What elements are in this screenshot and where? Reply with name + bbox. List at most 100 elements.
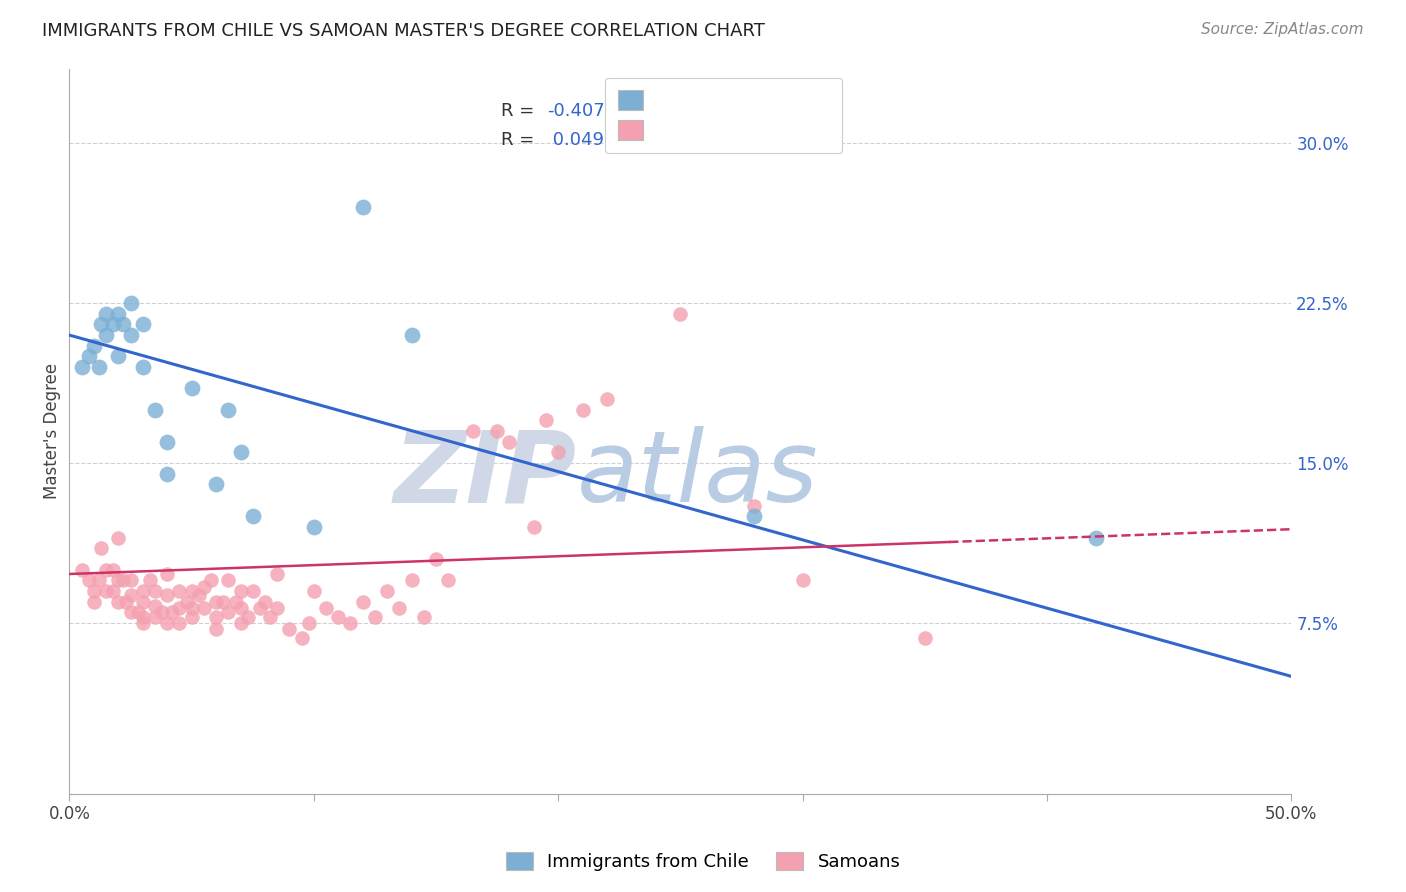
Point — [315, 601, 337, 615]
Point — [94, 307, 117, 321]
Point — [107, 307, 129, 321]
Point — [169, 584, 191, 599]
Point — [132, 609, 155, 624]
Point — [236, 609, 259, 624]
Point — [132, 360, 155, 375]
Point — [266, 566, 288, 581]
Point — [156, 615, 179, 630]
Point — [169, 615, 191, 630]
Point — [156, 588, 179, 602]
Point — [150, 606, 173, 620]
Point — [107, 574, 129, 588]
Point — [94, 563, 117, 577]
Point — [107, 531, 129, 545]
Point — [425, 552, 447, 566]
Text: Source: ZipAtlas.com: Source: ZipAtlas.com — [1201, 22, 1364, 37]
Point — [259, 609, 281, 624]
Point — [742, 499, 765, 513]
Legend: Immigrants from Chile, Samoans: Immigrants from Chile, Samoans — [498, 845, 908, 879]
Point — [461, 424, 484, 438]
Point — [205, 595, 228, 609]
Point — [229, 601, 252, 615]
Point — [180, 584, 202, 599]
Text: R =: R = — [501, 102, 540, 120]
Point — [143, 609, 166, 624]
Point — [127, 606, 149, 620]
Text: -0.407: -0.407 — [547, 102, 605, 120]
Point — [534, 413, 557, 427]
Point — [132, 615, 155, 630]
Point — [278, 623, 301, 637]
Point — [523, 520, 546, 534]
Point — [205, 623, 228, 637]
Point — [193, 601, 215, 615]
Text: N =: N = — [613, 130, 665, 149]
Point — [437, 574, 460, 588]
Point — [253, 595, 276, 609]
Point — [180, 381, 202, 395]
Point — [401, 574, 423, 588]
Point — [229, 584, 252, 599]
Point — [401, 328, 423, 343]
Point — [114, 595, 136, 609]
Text: atlas: atlas — [576, 426, 818, 523]
Point — [107, 595, 129, 609]
Point — [90, 541, 112, 556]
Point — [249, 601, 271, 615]
Point — [375, 584, 398, 599]
Point — [914, 631, 936, 645]
Point — [225, 595, 247, 609]
Text: N =: N = — [613, 102, 665, 120]
Legend:                               ,                               : , — [605, 78, 842, 153]
Point — [156, 434, 179, 449]
Point — [90, 318, 112, 332]
Point — [180, 609, 202, 624]
Point — [70, 360, 93, 375]
Point — [217, 402, 239, 417]
Point — [94, 584, 117, 599]
Point — [302, 520, 325, 534]
Point — [160, 606, 183, 620]
Point — [156, 566, 179, 581]
Point — [112, 318, 135, 332]
Point — [242, 509, 264, 524]
Point — [143, 599, 166, 613]
Point — [302, 584, 325, 599]
Point — [298, 615, 321, 630]
Point — [70, 563, 93, 577]
Point — [120, 296, 142, 310]
Point — [742, 509, 765, 524]
Point — [169, 601, 191, 615]
Point — [229, 445, 252, 459]
Point — [87, 574, 110, 588]
Point — [498, 434, 520, 449]
Point — [1084, 531, 1107, 545]
Point — [107, 350, 129, 364]
Point — [83, 584, 105, 599]
Point — [596, 392, 619, 406]
Point — [242, 584, 264, 599]
Point — [103, 563, 125, 577]
Point — [103, 318, 125, 332]
Point — [112, 574, 135, 588]
Point — [180, 601, 202, 615]
Point — [205, 609, 228, 624]
Point — [120, 574, 142, 588]
Point — [77, 574, 100, 588]
Point — [120, 606, 142, 620]
Text: 28: 28 — [665, 102, 689, 120]
Point — [364, 609, 387, 624]
Point — [388, 601, 411, 615]
Point — [139, 574, 162, 588]
Text: 0.049: 0.049 — [547, 130, 605, 149]
Point — [352, 595, 374, 609]
Point — [339, 615, 361, 630]
Text: R =: R = — [501, 130, 540, 149]
Point — [217, 574, 239, 588]
Text: 88: 88 — [665, 130, 689, 149]
Point — [188, 588, 211, 602]
Y-axis label: Master's Degree: Master's Degree — [44, 363, 60, 500]
Point — [143, 402, 166, 417]
Point — [200, 574, 222, 588]
Point — [352, 200, 374, 214]
